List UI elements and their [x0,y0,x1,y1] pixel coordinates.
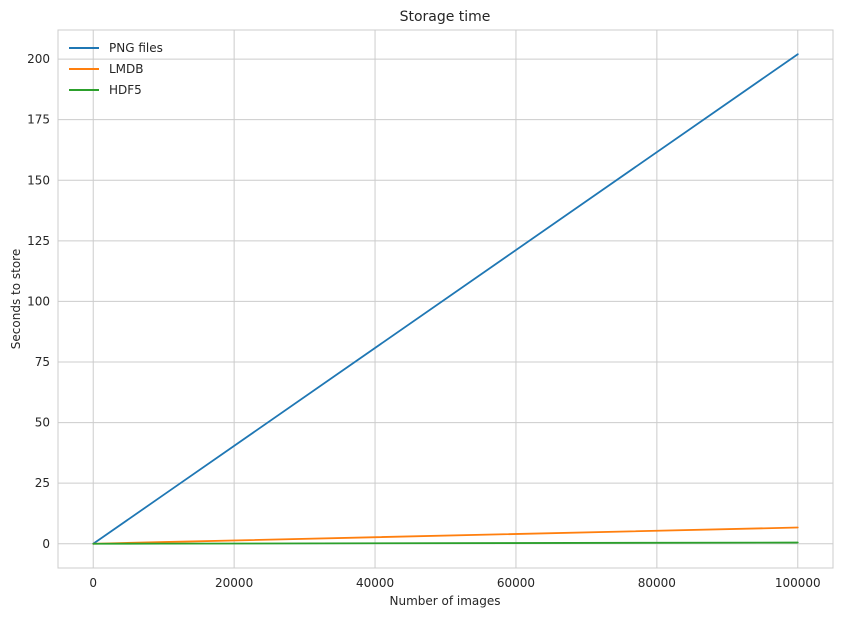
y-tick-label: 75 [35,355,50,369]
series-lines [92,53,799,545]
y-tick-label: 125 [27,234,50,248]
series-line-hdf5 [92,541,799,545]
series-line-png-files [92,53,799,545]
y-tick-label: 25 [35,476,50,490]
series-line-lmdb [92,526,799,545]
x-tick-label: 20000 [215,576,253,590]
y-tick-label: 150 [27,173,50,187]
x-tick-label: 60000 [497,576,535,590]
y-tick-label: 50 [35,416,50,430]
legend: PNG files LMDB HDF5 [69,41,163,97]
y-tick-label: 200 [27,52,50,66]
legend-entry: LMDB [69,62,144,76]
legend-entry: HDF5 [69,83,142,97]
legend-label: HDF5 [109,83,142,97]
x-tick-label: 100000 [775,576,821,590]
y-tick-labels: 0 25 50 75 100 125 150 175 200 [27,52,50,551]
y-tick-label: 175 [27,113,50,127]
y-axis-label: Seconds to store [9,249,23,349]
chart-title: Storage time [400,9,491,25]
x-axis-label: Number of images [389,594,500,608]
x-tick-labels: 0 20000 40000 60000 80000 100000 [89,576,820,590]
y-tick-label: 100 [27,294,50,308]
legend-label: PNG files [109,41,163,55]
legend-label: LMDB [109,62,144,76]
legend-entry: PNG files [69,41,163,55]
y-tick-label: 0 [42,537,50,551]
x-tick-label: 0 [89,576,97,590]
x-tick-label: 40000 [356,576,394,590]
plot-frame [57,29,834,569]
x-tick-label: 80000 [638,576,676,590]
